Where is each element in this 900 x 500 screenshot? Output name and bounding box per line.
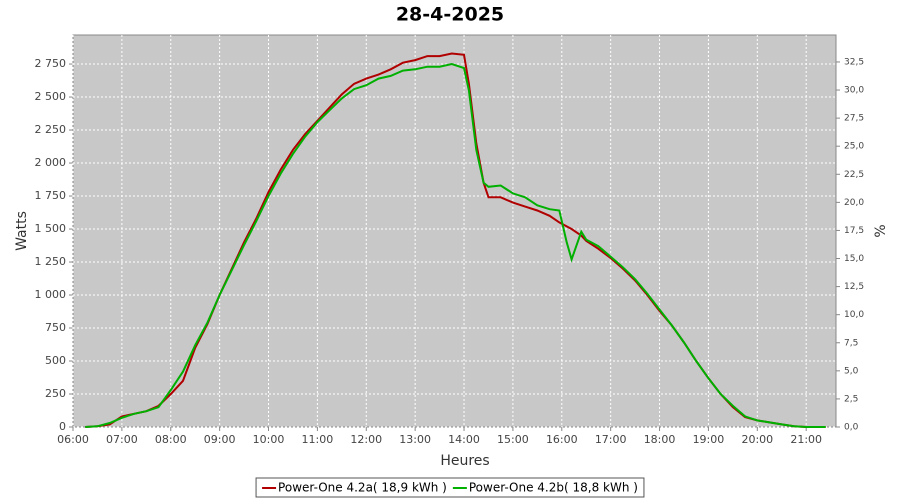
y2-tick-label: 20,0 <box>844 198 864 208</box>
x-tick-label: 09:00 <box>204 433 236 446</box>
y-tick-label: 1 750 <box>35 189 67 202</box>
x-tick-label: 06:00 <box>57 433 89 446</box>
x-tick-label: 13:00 <box>399 433 431 446</box>
x-tick-label: 11:00 <box>302 433 334 446</box>
y-tick-label: 1 000 <box>35 288 67 301</box>
x-tick-label: 18:00 <box>644 433 676 446</box>
y-tick-label: 2 750 <box>35 57 67 70</box>
legend-box <box>255 477 645 498</box>
x-tick-label: 07:00 <box>106 433 138 446</box>
y2-tick-label: 2,5 <box>844 394 858 404</box>
y2-tick-label: 15,0 <box>844 254 864 264</box>
y-axis-label: Watts <box>14 211 30 251</box>
y2-tick-label: 30,0 <box>844 86 864 96</box>
y2-tick-label: 7,5 <box>844 338 858 348</box>
y2-tick-label: 0,0 <box>844 423 859 433</box>
y-tick-label: 500 <box>45 354 66 367</box>
x-tick-label: 17:00 <box>595 433 627 446</box>
y2-tick-label: 17,5 <box>844 226 864 236</box>
legend-label: Power-One 4.2a( 18,9 kWh ) <box>278 481 447 495</box>
legend: Power-One 4.2a( 18,9 kWh ) Power-One 4.2b… <box>255 477 645 498</box>
y2-tick-label: 12,5 <box>844 282 864 292</box>
x-tick-label: 08:00 <box>155 433 187 446</box>
y2-tick-label: 22,5 <box>844 170 864 180</box>
y2-tick-label: 10,0 <box>844 310 864 320</box>
y-tick-label: 1 250 <box>35 255 67 268</box>
series-line <box>85 62 826 428</box>
y-tick-label: 1 500 <box>35 222 67 235</box>
y-tick-label: 2 250 <box>35 123 67 136</box>
chart-title: 28-4-2025 <box>396 4 504 26</box>
y2-tick-label: 27,5 <box>844 114 864 124</box>
y-tick-label: 2 000 <box>35 156 67 169</box>
x-tick-label: 10:00 <box>253 433 285 446</box>
y2-tick-label: 32,5 <box>844 57 864 67</box>
x-tick-label: 15:00 <box>497 433 529 446</box>
x-tick-label: 14:00 <box>448 433 480 446</box>
x-tick-label: 21:00 <box>790 433 822 446</box>
y-tick-label: 2 500 <box>35 90 67 103</box>
x-tick-label: 19:00 <box>693 433 725 446</box>
y-tick-label: 750 <box>45 321 66 334</box>
y-tick-label: 250 <box>45 387 66 400</box>
x-tick-label: 12:00 <box>350 433 382 446</box>
x-tick-label: 20:00 <box>741 433 773 446</box>
x-tick-label: 16:00 <box>546 433 578 446</box>
legend-label: Power-One 4.2b( 18,8 kWh ) <box>469 481 638 495</box>
y2-axis-label: % <box>873 224 889 237</box>
y2-tick-label: 5,0 <box>844 366 859 376</box>
y-tick-label: 0 <box>59 420 66 433</box>
y2-tick-label: 25,0 <box>844 142 864 152</box>
x-axis-label: Heures <box>440 453 489 469</box>
